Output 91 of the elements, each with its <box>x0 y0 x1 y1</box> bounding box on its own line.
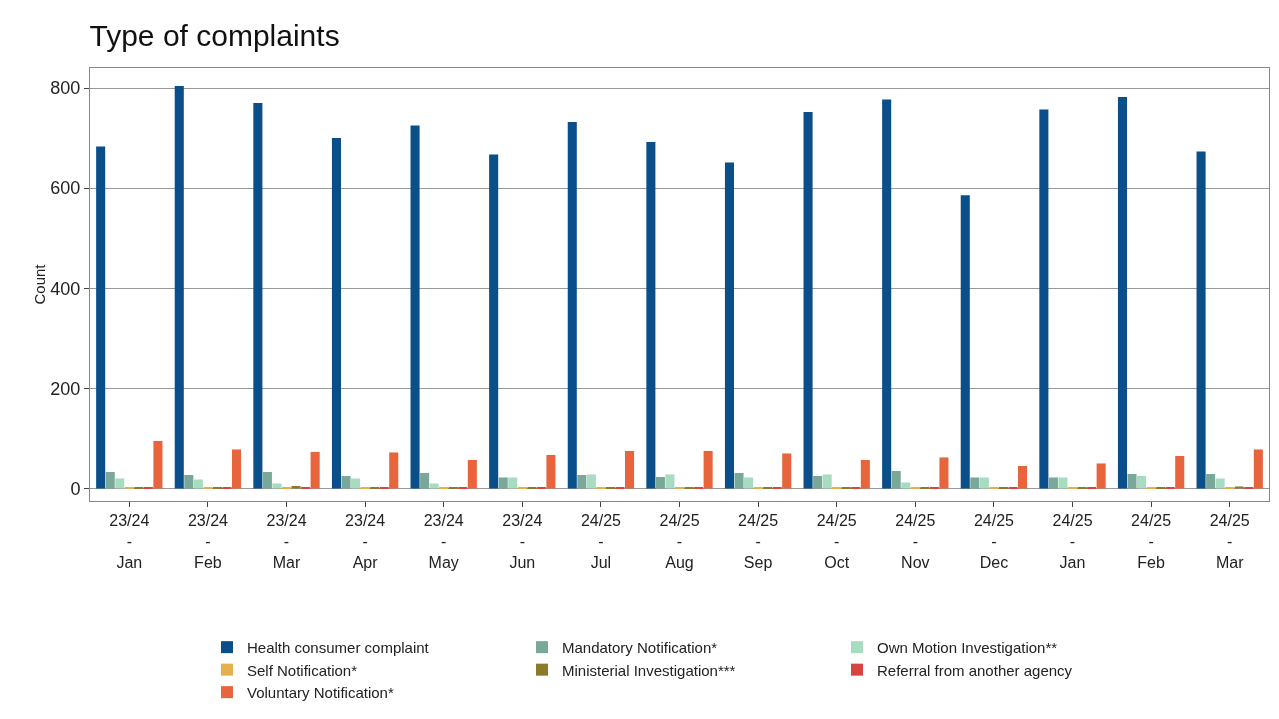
bar <box>105 471 115 489</box>
x-tick-label: 24/25 - Sep <box>738 512 779 571</box>
bar <box>1048 477 1058 489</box>
bar <box>782 453 792 489</box>
x-tick-label: 23/24 - May <box>423 512 464 571</box>
legend-label: Mandatory Notification* <box>562 639 718 656</box>
x-tick-label: 24/25 - Aug <box>659 512 700 571</box>
bar <box>803 112 813 489</box>
bar <box>115 478 125 489</box>
bar <box>498 477 508 489</box>
bar <box>567 122 577 489</box>
y-tick-label: 400 <box>50 278 81 299</box>
bar <box>822 474 832 489</box>
bar <box>193 479 203 489</box>
y-axis-title: Count <box>31 263 49 305</box>
y-tick-label: 200 <box>50 378 81 399</box>
bar <box>389 452 399 489</box>
bar <box>860 459 870 489</box>
legend-label: Health consumer complaint <box>247 639 430 656</box>
bar <box>1117 97 1127 489</box>
bar <box>1253 449 1263 489</box>
bar <box>734 472 744 489</box>
bar <box>331 138 341 489</box>
x-tick-label: 24/25 - Jan <box>1052 512 1093 571</box>
bar <box>665 474 675 489</box>
bar <box>467 459 477 489</box>
bar <box>153 440 163 489</box>
x-tick-label: 23/24 - Mar <box>266 512 307 571</box>
bar <box>744 477 754 489</box>
x-tick-label: 23/24 - Apr <box>345 512 386 571</box>
bar <box>1196 151 1206 489</box>
bar <box>489 154 499 489</box>
chart-title: Type of complaints <box>89 19 340 53</box>
legend-label: Ministerial Investigation*** <box>562 661 736 679</box>
x-tick-label: 24/25 - Oct <box>816 512 857 571</box>
x-tick-label: 23/24 - Jan <box>109 512 150 571</box>
legend-label: Own Motion Investigation** <box>877 639 1058 656</box>
bar <box>272 483 282 489</box>
bar <box>646 142 656 489</box>
bar <box>1058 477 1068 489</box>
bar <box>1039 109 1049 489</box>
bar <box>262 471 272 489</box>
bar <box>655 476 665 489</box>
bar <box>341 475 351 489</box>
bar <box>882 99 892 489</box>
bar <box>1137 475 1147 489</box>
bar <box>703 450 713 489</box>
bar <box>1206 473 1216 489</box>
x-tick-label: 24/25 - Jul <box>580 512 622 571</box>
bar <box>232 449 242 489</box>
x-tick-label: 24/25 - Dec <box>973 512 1015 571</box>
bar <box>939 457 949 489</box>
y-tick-label: 600 <box>50 178 81 199</box>
legend-label: Referral from another agency <box>877 661 1073 679</box>
bar <box>970 477 980 489</box>
bar <box>1096 463 1106 489</box>
bar <box>96 146 106 489</box>
bar <box>586 474 596 489</box>
bar <box>410 125 420 489</box>
x-tick-label: 24/25 - Feb <box>1131 512 1172 571</box>
bar <box>212 486 222 489</box>
bar <box>1018 465 1028 489</box>
legend-label: Voluntary Notification* <box>247 684 394 701</box>
bar <box>1234 486 1244 489</box>
x-tick-label: 23/24 - Feb <box>187 512 229 571</box>
bar <box>310 451 320 489</box>
bar <box>577 474 587 489</box>
bar <box>420 472 430 489</box>
legend-label: Self Notification* <box>247 661 358 679</box>
bar <box>184 474 194 489</box>
x-tick-label: 23/24 - Jun <box>502 512 543 571</box>
bar <box>625 450 635 489</box>
bar <box>891 470 901 489</box>
bar <box>429 483 439 489</box>
bar <box>1215 478 1225 489</box>
y-tick-label: 0 <box>70 478 81 499</box>
bar <box>724 162 734 489</box>
bar <box>901 482 911 489</box>
bar <box>1127 473 1137 489</box>
y-tick-label: 800 <box>50 78 81 99</box>
bar <box>253 103 263 489</box>
bar <box>813 475 823 489</box>
bar <box>960 195 970 489</box>
bar <box>351 478 361 489</box>
bar <box>979 477 989 489</box>
bar <box>508 477 518 489</box>
bar <box>546 454 556 489</box>
x-tick-label: 24/25 - Nov <box>895 512 936 571</box>
bar <box>1175 455 1185 489</box>
bar <box>174 86 184 489</box>
x-tick-label: 24/25 - Mar <box>1209 512 1250 571</box>
